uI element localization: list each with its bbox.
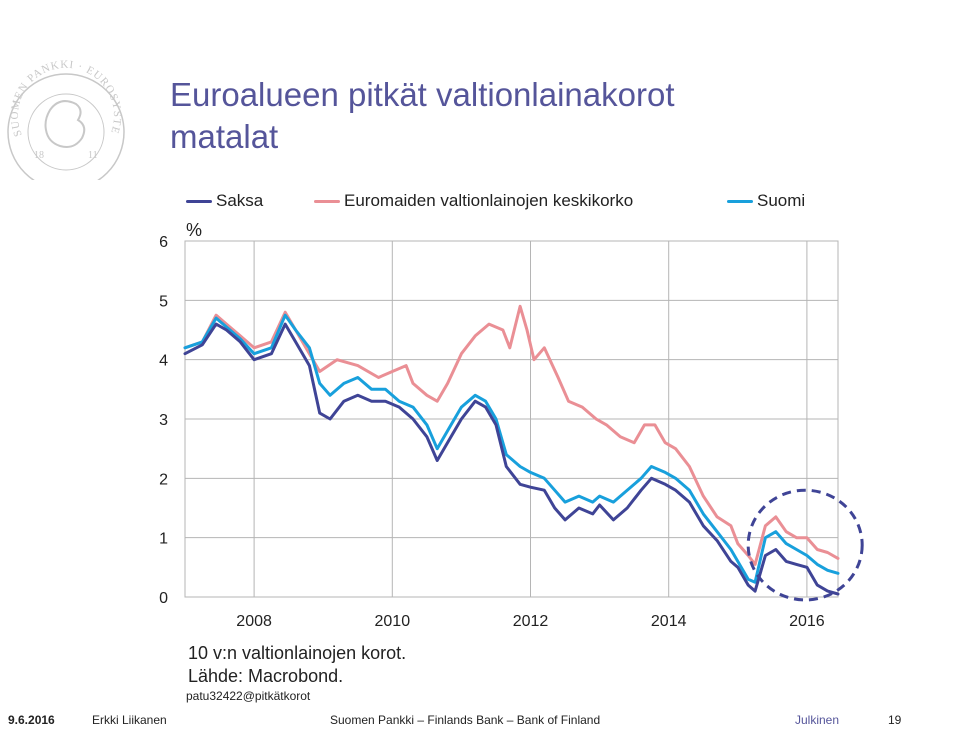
legend-item-saksa: Saksa [186, 191, 263, 211]
y-tick-label: 2 [159, 471, 168, 488]
legend-label-saksa: Saksa [216, 191, 264, 210]
legend-label-euro: Euromaiden valtionlainojen keskikorko [344, 191, 634, 210]
legend-swatch-suomi [727, 199, 753, 203]
legend-item-suomi: Suomi [727, 191, 805, 211]
highlight-ellipse [746, 488, 864, 602]
y-tick-label: 0 [159, 590, 168, 607]
chart-annotation [746, 488, 864, 602]
legend-swatch-saksa [186, 199, 212, 203]
x-tick-label: 2014 [651, 613, 687, 630]
x-tick-label: 2016 [789, 613, 825, 630]
x-tick-label: 2008 [236, 613, 272, 630]
footer-org: Suomen Pankki – Finlands Bank – Bank of … [330, 713, 601, 727]
slide-title-line2: matalat [170, 118, 279, 155]
logo-year-right: 11 [88, 150, 98, 161]
y-tick-label: 4 [159, 353, 168, 370]
chart-grid [184, 240, 839, 598]
series-line-1 [183, 304, 840, 566]
y-tick-label: 1 [159, 531, 168, 548]
chart-code: patu32422@pitkätkorot [186, 689, 311, 703]
footer-classification: Julkinen [795, 713, 840, 727]
y-tick-label: 5 [159, 293, 168, 310]
slide-title: Euroalueen pitkät valtionlainakorot mata… [170, 74, 870, 158]
legend-swatch-euro [314, 199, 340, 203]
x-tick-label: 2012 [513, 613, 549, 630]
legend-item-euro: Euromaiden valtionlainojen keskikorko [314, 191, 633, 211]
legend-label-suomi: Suomi [757, 191, 806, 210]
series-line-0 [183, 322, 840, 596]
bank-logo: SUOMEN PANKKI · EUROSYSTEEMI · FINLANDS … [0, 40, 125, 180]
note-line2: Lähde: Macrobond. [188, 666, 344, 686]
footer-page-number: 19 [888, 713, 902, 727]
note-line1: 10 v:n valtionlainojen korot. [188, 643, 407, 663]
chart-series [183, 304, 840, 596]
y-tick-label: 3 [159, 412, 168, 429]
logo-year-left: 18 [34, 150, 44, 161]
unit-label: % [186, 220, 203, 240]
footer-author: Erkki Liikanen [92, 713, 167, 727]
y-tick-label: 6 [159, 234, 168, 251]
chart-axes: 0 1 2 3 4 5 6 2008 2010 2012 2014 2016 [159, 234, 825, 630]
x-tick-label: 2010 [375, 613, 411, 630]
footer-date: 9.6.2016 [8, 713, 55, 727]
lion-icon [44, 100, 86, 148]
series-line-2 [183, 313, 840, 584]
slide-title-line1: Euroalueen pitkät valtionlainakorot [170, 76, 675, 113]
